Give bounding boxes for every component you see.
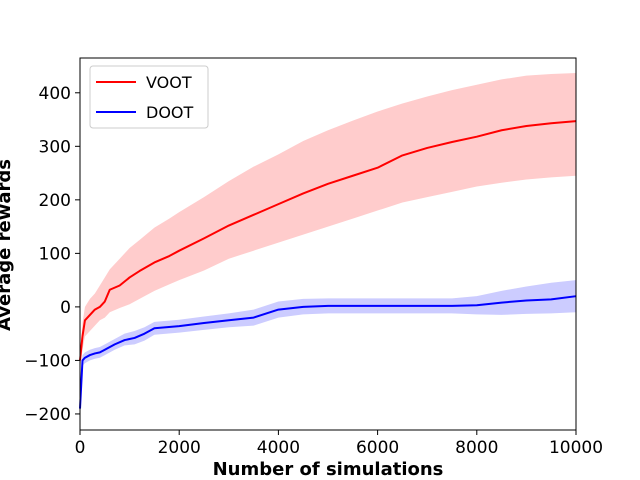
legend: VOOT DOOT [89,65,209,129]
x-tick-label: 6000 [356,438,399,458]
x-tick-label: 4000 [257,438,300,458]
y-axis-label: Average rewards [0,159,15,331]
series-line-voot [79,120,577,361]
x-tick-label: 8000 [455,438,498,458]
x-tick-label: 0 [75,438,86,458]
legend-label-doot: DOOT [146,103,194,122]
y-axis-ticks: −200 −100 0 100 200 300 400 [24,84,80,425]
y-tick-label: 200 [39,191,71,211]
legend-label-voot: VOOT [146,73,192,92]
y-tick-label: 300 [39,137,71,157]
y-tick-label: 0 [60,298,71,318]
plot-area-frame [79,57,577,431]
confidence-bands [80,72,576,420]
series-band-voot [80,72,576,369]
x-tick-label: 2000 [158,438,201,458]
y-tick-label: −200 [24,405,71,425]
series-line-doot [79,295,577,409]
y-tick-label: 100 [39,244,71,264]
series-band-doot [80,280,576,420]
x-axis-label: Number of simulations [213,459,444,480]
x-axis-ticks: 0 2000 4000 6000 8000 10000 [75,430,603,458]
x-tick-label: 10000 [549,438,603,458]
y-tick-label: 400 [39,84,71,104]
y-tick-label: −100 [24,351,71,371]
series-lines [79,120,577,409]
